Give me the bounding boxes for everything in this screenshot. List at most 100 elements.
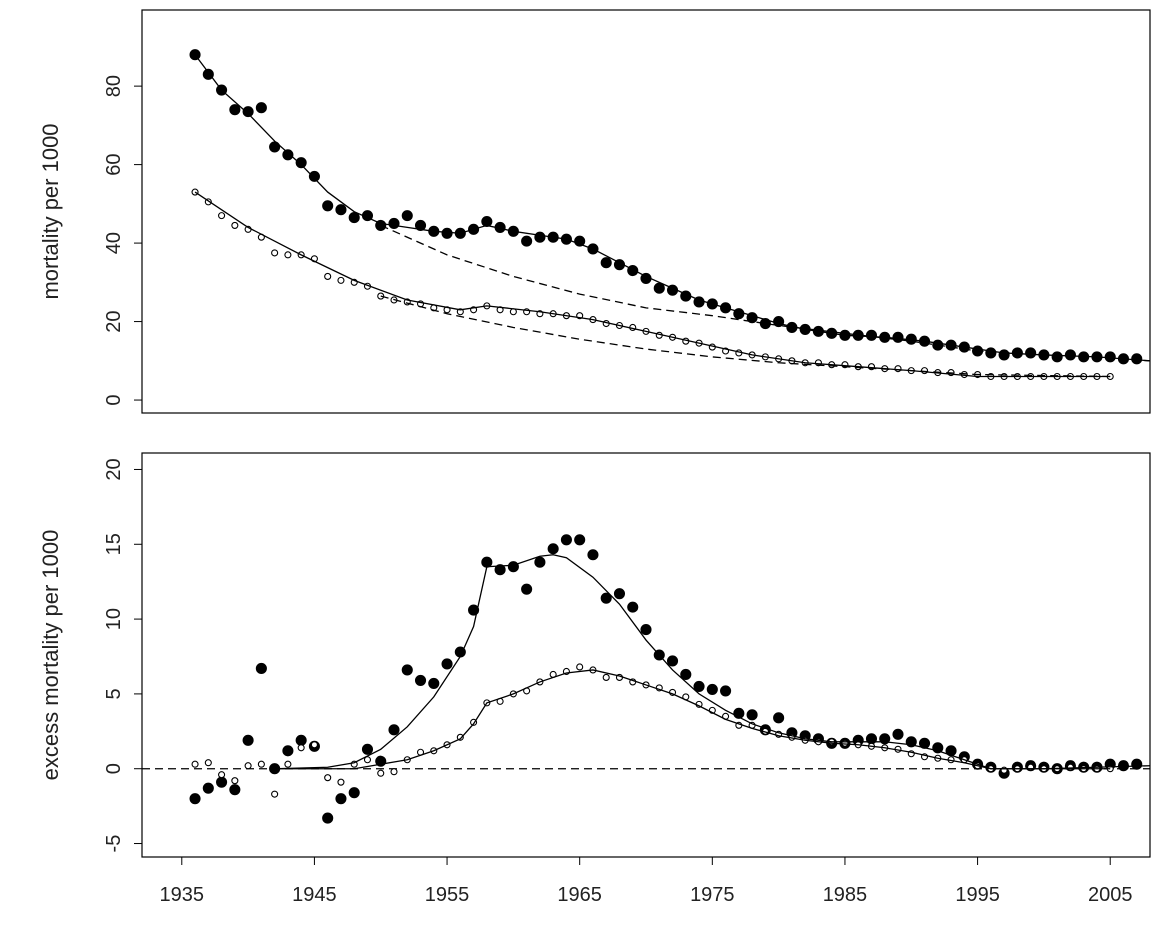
data-point: [337, 778, 345, 786]
x-tick-label: 1995: [955, 884, 1000, 906]
data-point: [481, 556, 493, 568]
data-point: [627, 601, 639, 613]
data-point: [322, 812, 334, 824]
data-point: [602, 673, 610, 681]
fit-line: [194, 54, 1151, 362]
data-point: [680, 668, 692, 681]
x-tick-label: 1985: [823, 884, 868, 906]
data-point: [920, 367, 929, 375]
data-point: [282, 745, 294, 757]
data-point: [892, 331, 904, 343]
data-point: [414, 674, 427, 686]
data-point: [560, 534, 572, 546]
fit-line: [274, 669, 1111, 770]
data-point: [456, 308, 464, 316]
data-point: [1104, 351, 1116, 363]
y-tick-label: 60: [103, 153, 125, 175]
x-tick-label: 1955: [425, 884, 470, 906]
dashed-line: [380, 295, 1111, 378]
data-point: [271, 790, 279, 798]
data-point: [414, 219, 427, 231]
data-point: [401, 664, 413, 676]
data-point: [1131, 353, 1143, 365]
data-point: [271, 249, 279, 257]
data-point: [653, 282, 665, 294]
data-point: [231, 221, 239, 229]
data-point: [587, 549, 599, 561]
x-tick-label: 1935: [160, 884, 205, 906]
data-point: [894, 365, 902, 373]
data-point: [337, 276, 345, 284]
x-tick-label: 2005: [1088, 884, 1133, 906]
x-tick-label: 1975: [690, 884, 735, 906]
data-point: [1117, 760, 1130, 772]
data-point: [441, 658, 453, 670]
data-point: [348, 212, 360, 224]
data-point: [324, 272, 332, 280]
data-point: [377, 769, 385, 777]
data-point: [1064, 349, 1076, 361]
data-point: [335, 204, 347, 216]
data-point: [494, 564, 506, 576]
data-point: [720, 685, 732, 697]
data-point: [255, 102, 267, 114]
data-point: [310, 741, 318, 749]
data-point: [547, 543, 559, 555]
data-point: [229, 104, 241, 116]
data-point: [363, 756, 372, 764]
data-point: [640, 624, 652, 636]
data-point: [998, 349, 1010, 361]
data-point: [218, 212, 226, 220]
data-point: [269, 141, 281, 153]
data-point: [1131, 758, 1143, 770]
y-axis-label: mortality per 1000: [38, 123, 63, 299]
data-point: [534, 231, 546, 243]
data-point: [284, 760, 292, 768]
y-tick-label: 40: [103, 232, 125, 254]
data-point: [324, 774, 332, 782]
data-point: [1051, 351, 1063, 363]
data-point: [189, 793, 201, 805]
fit-line: [274, 554, 1151, 770]
data-point: [297, 744, 305, 752]
data-point: [600, 257, 612, 269]
data-point: [759, 317, 771, 330]
data-point: [693, 680, 705, 692]
data-point: [746, 709, 758, 721]
data-point: [388, 217, 400, 230]
data-point: [574, 534, 586, 546]
data-point: [481, 215, 493, 228]
data-point: [348, 787, 360, 799]
data-point: [576, 663, 584, 671]
data-point: [600, 592, 612, 604]
data-point: [1025, 347, 1037, 359]
data-point: [706, 683, 718, 695]
data-point: [308, 170, 320, 182]
data-point: [521, 235, 533, 247]
data-point: [229, 784, 241, 796]
data-point: [295, 734, 307, 746]
data-point: [257, 760, 265, 768]
y-tick-label: 15: [103, 533, 125, 555]
data-point: [295, 157, 307, 169]
data-point: [216, 776, 228, 788]
data-point: [985, 347, 997, 359]
y-tick-label: 10: [103, 608, 125, 630]
data-point: [284, 251, 292, 259]
y-axis-label: excess mortality per 1000: [38, 530, 63, 781]
plot-frame: [141, 9, 1151, 414]
data-point: [507, 561, 519, 573]
y-tick-label: -5: [103, 835, 125, 853]
data-point: [231, 777, 239, 785]
data-point: [218, 771, 226, 779]
data-point: [204, 759, 212, 767]
y-tick-label: 0: [103, 394, 125, 405]
y-tick-label: 80: [103, 75, 125, 97]
data-point: [441, 227, 453, 239]
x-tick-label: 1945: [292, 884, 337, 906]
data-point: [401, 210, 413, 222]
data-point: [388, 724, 400, 736]
data-point: [666, 655, 679, 667]
